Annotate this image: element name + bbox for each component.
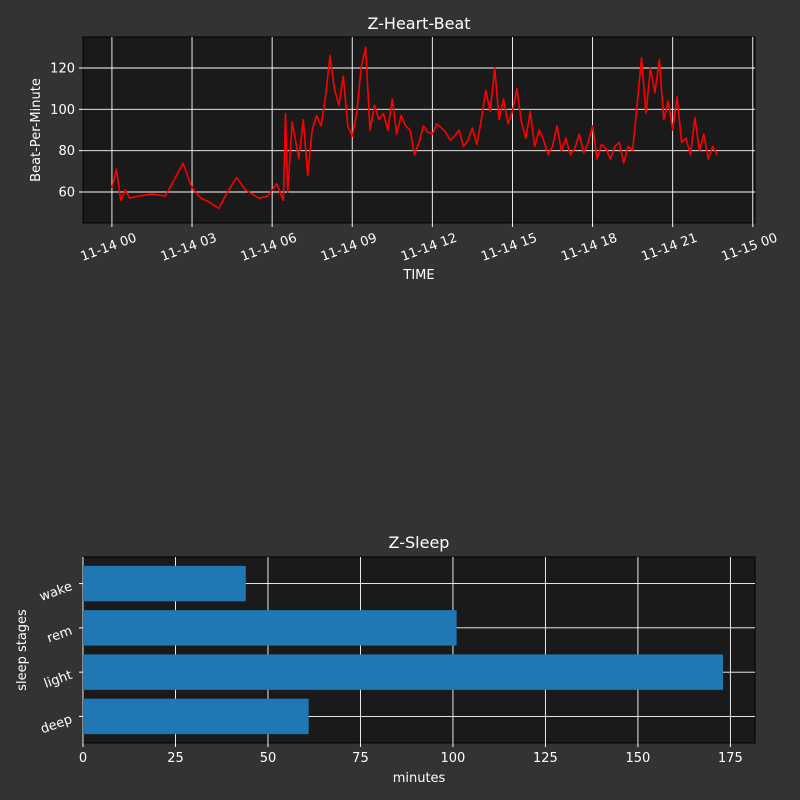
sleep-bar-light: [83, 654, 723, 690]
sleep-y-tick-label: rem: [45, 624, 74, 647]
heart-beat-x-tick-label: 11-14 00: [79, 231, 139, 265]
heart-beat-x-tick-label: 11-14 03: [159, 231, 219, 265]
heart-beat-plot-area: [82, 36, 756, 224]
sleep-x-tick-label: 150: [625, 751, 650, 766]
heart-beat-y-tick-label: 80: [58, 144, 75, 159]
sleep-x-tick-label: 75: [352, 751, 369, 766]
heart-beat-x-tick-label: 11-15 00: [720, 231, 780, 265]
heart-beat-line: [111, 46, 718, 210]
sleep-y-axis-label: sleep stages: [15, 609, 30, 691]
sleep-title: Z-Sleep: [389, 533, 450, 552]
sleep-y-tick-label: light: [42, 668, 74, 692]
heart-beat-x-axis-label: TIME: [402, 268, 434, 283]
sleep-bar-wake: [83, 565, 246, 602]
heart-beat-x-ticks: 11-14 00 11-14 03 11-14 06 11-14 09 11-14 12…: [79, 223, 780, 265]
heart-beat-x-tick-label: 11-14 09: [319, 231, 379, 265]
heart-beat-x-tick-label: 11-14 18: [559, 231, 619, 265]
heart-beat-chart: 11-14 00 11-14 03 11-14 06 11-14 09 11-14 12…: [29, 14, 780, 283]
sleep-x-tick-label: 50: [260, 751, 277, 766]
heart-beat-y-ticks: 60 80 100 120: [50, 62, 83, 201]
sleep-x-ticks: 0 25 50 75 100 125 150 175: [79, 743, 743, 766]
sleep-y-ticks: deep light rem wake: [38, 579, 83, 737]
sleep-x-tick-label: 175: [718, 751, 743, 766]
sleep-bar-deep: [83, 698, 309, 735]
sleep-x-tick-label: 125: [533, 751, 558, 766]
sleep-x-tick-label: 25: [167, 751, 184, 766]
heart-beat-series: [111, 46, 718, 210]
heart-beat-y-tick-label: 120: [50, 62, 75, 77]
sleep-x-tick-label: 0: [79, 751, 87, 766]
sleep-chart: 0 25 50 75 100 125 150 175 deep light rem wake Z-S…: [15, 533, 756, 786]
heart-beat-title: Z-Heart-Beat: [367, 14, 470, 33]
heart-beat-x-tick-label: 11-14 06: [239, 231, 299, 265]
heart-beat-y-tick-label: 60: [58, 186, 75, 201]
heart-beat-y-tick-label: 100: [50, 103, 75, 118]
sleep-y-tick-label: deep: [39, 712, 75, 737]
heart-beat-y-axis-label: Beat-Per-Minute: [29, 78, 44, 182]
heart-beat-x-tick-label: 11-14 15: [479, 231, 539, 265]
sleep-bar-rem: [83, 610, 457, 646]
heart-beat-x-tick-label: 11-14 12: [399, 231, 459, 265]
sleep-y-tick-label: wake: [38, 579, 75, 605]
sleep-bars: [83, 565, 723, 735]
sleep-x-axis-label: minutes: [393, 771, 446, 786]
heart-beat-x-tick-label: 11-14 21: [639, 231, 699, 265]
sleep-x-tick-label: 100: [441, 751, 466, 766]
